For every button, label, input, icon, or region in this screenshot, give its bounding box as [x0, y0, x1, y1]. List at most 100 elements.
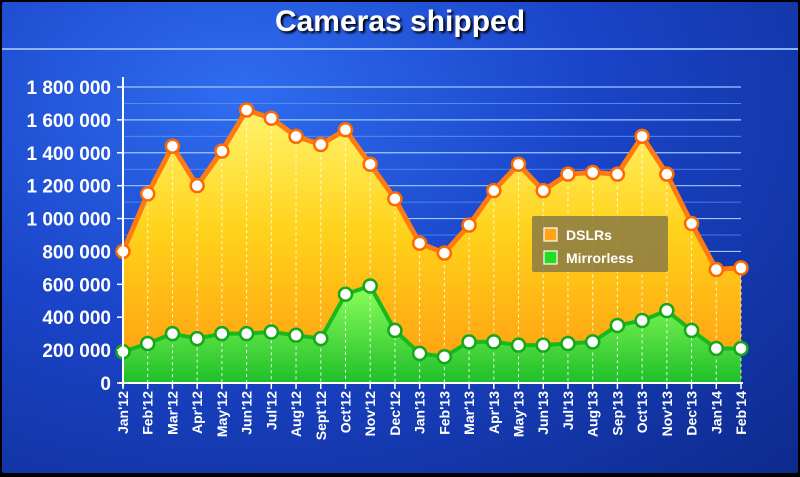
data-point: [214, 325, 230, 342]
x-tick-label: Aug'13: [585, 391, 601, 437]
x-tick-label: May'13: [511, 391, 527, 437]
data-point: [584, 334, 601, 350]
data-point: [313, 330, 329, 347]
x-tick-label: Apr'13: [486, 391, 502, 434]
y-tick-label: 1 600 000: [26, 111, 111, 132]
legend-swatch-dslrs: [543, 227, 558, 242]
x-tick-label: Jan'14: [708, 391, 724, 434]
x-tick-label: Jul'12: [263, 391, 279, 430]
data-point: [733, 340, 749, 357]
y-tick-label: 800 000: [42, 242, 111, 263]
data-point: [139, 186, 156, 202]
x-tick-label: Jan'12: [115, 391, 131, 434]
x-tick-label: Dec'12: [387, 391, 403, 436]
data-point: [189, 177, 205, 194]
data-point: [609, 317, 626, 334]
area-mirrorless: [123, 285, 741, 383]
data-point: [387, 191, 403, 207]
y-tick-label: 200 000: [42, 341, 111, 362]
legend-swatch-mirrorless: [543, 250, 558, 265]
title-bar: Cameras shipped: [2, 2, 798, 50]
data-point: [708, 340, 725, 357]
data-point: [288, 128, 304, 145]
legend-box: [532, 216, 668, 272]
data-point: [139, 335, 156, 352]
x-tick-label: Feb'13: [436, 391, 452, 435]
data-point: [411, 235, 428, 251]
data-point: [238, 102, 255, 118]
data-point: [510, 337, 527, 353]
data-point: [535, 337, 551, 353]
legend-label-mirrorless: Mirrorless: [566, 250, 634, 266]
y-tick-label: 400 000: [42, 308, 111, 329]
data-point: [733, 260, 749, 276]
x-tick-label: Jun'12: [239, 391, 255, 435]
data-point: [337, 286, 354, 302]
data-point: [659, 302, 675, 319]
x-tick-label: Nov'12: [362, 391, 378, 437]
x-tick-label: Feb'12: [140, 391, 156, 435]
x-tick-label: Oct'12: [337, 391, 353, 433]
x-tick-label: May'12: [214, 391, 230, 437]
data-point: [584, 164, 601, 181]
data-point: [263, 110, 280, 126]
data-point: [659, 166, 675, 182]
data-point: [560, 335, 576, 352]
legend-label-dslrs: DSLRs: [566, 227, 612, 243]
data-point: [634, 312, 650, 329]
x-tick-label: Sep'13: [609, 391, 625, 436]
data-point: [634, 128, 650, 145]
data-point: [387, 322, 403, 339]
data-point: [609, 166, 626, 182]
data-points: [115, 102, 749, 365]
x-tick-label: Mar'12: [164, 391, 180, 435]
data-point: [164, 138, 181, 154]
y-tick-labels: 0 200 000 400 000 600 000 800 000 1 000 000 1 …: [26, 78, 111, 395]
x-tick-label: Nov'13: [659, 391, 675, 437]
x-tick-label: Jun'13: [535, 391, 551, 435]
data-point: [683, 215, 700, 232]
x-tick-label: Sept'12: [313, 391, 329, 440]
y-tick-label: 1 200 000: [26, 177, 111, 198]
y-tick-label: 1 000 000: [26, 210, 111, 231]
data-point: [461, 217, 477, 233]
x-tick-label: Aug'12: [288, 391, 304, 437]
data-point: [411, 345, 428, 362]
series-areas: [123, 110, 741, 384]
data-point: [535, 182, 551, 199]
x-tick-label: Dec'13: [684, 391, 700, 436]
data-point: [238, 325, 255, 342]
data-point: [337, 122, 354, 138]
data-point: [313, 136, 329, 153]
legend: DSLRs Mirrorless: [532, 216, 668, 272]
data-point: [164, 325, 181, 342]
data-point: [461, 334, 477, 350]
y-tick-label: 1 800 000: [26, 78, 111, 99]
data-point: [683, 322, 700, 339]
x-tick-labels: Jan'12 Feb'12 Mar'12 Apr'12 May'12 Jun'12 Jul'…: [115, 391, 749, 440]
x-tick-label: Mar'13: [461, 391, 477, 435]
x-tick-label: Jul'13: [560, 391, 576, 430]
area-dslrs: [123, 110, 741, 384]
data-point: [436, 245, 453, 261]
x-tick-label: Apr'12: [189, 391, 205, 434]
data-point: [362, 156, 378, 173]
data-point: [436, 348, 453, 365]
data-point: [263, 324, 280, 340]
y-tick-label: 600 000: [42, 275, 111, 296]
data-point: [560, 166, 576, 182]
data-point: [362, 278, 378, 294]
data-point: [486, 334, 502, 350]
data-point: [510, 156, 527, 173]
y-tick-label: 0: [100, 374, 111, 395]
data-point: [288, 327, 304, 344]
data-point: [486, 182, 502, 199]
axes: [117, 77, 743, 389]
chart-title: Cameras shipped: [274, 5, 526, 38]
y-tick-label: 1 400 000: [26, 144, 111, 165]
data-point: [708, 261, 725, 278]
data-point: [214, 143, 230, 159]
x-tick-label: Jan'13: [412, 391, 428, 434]
